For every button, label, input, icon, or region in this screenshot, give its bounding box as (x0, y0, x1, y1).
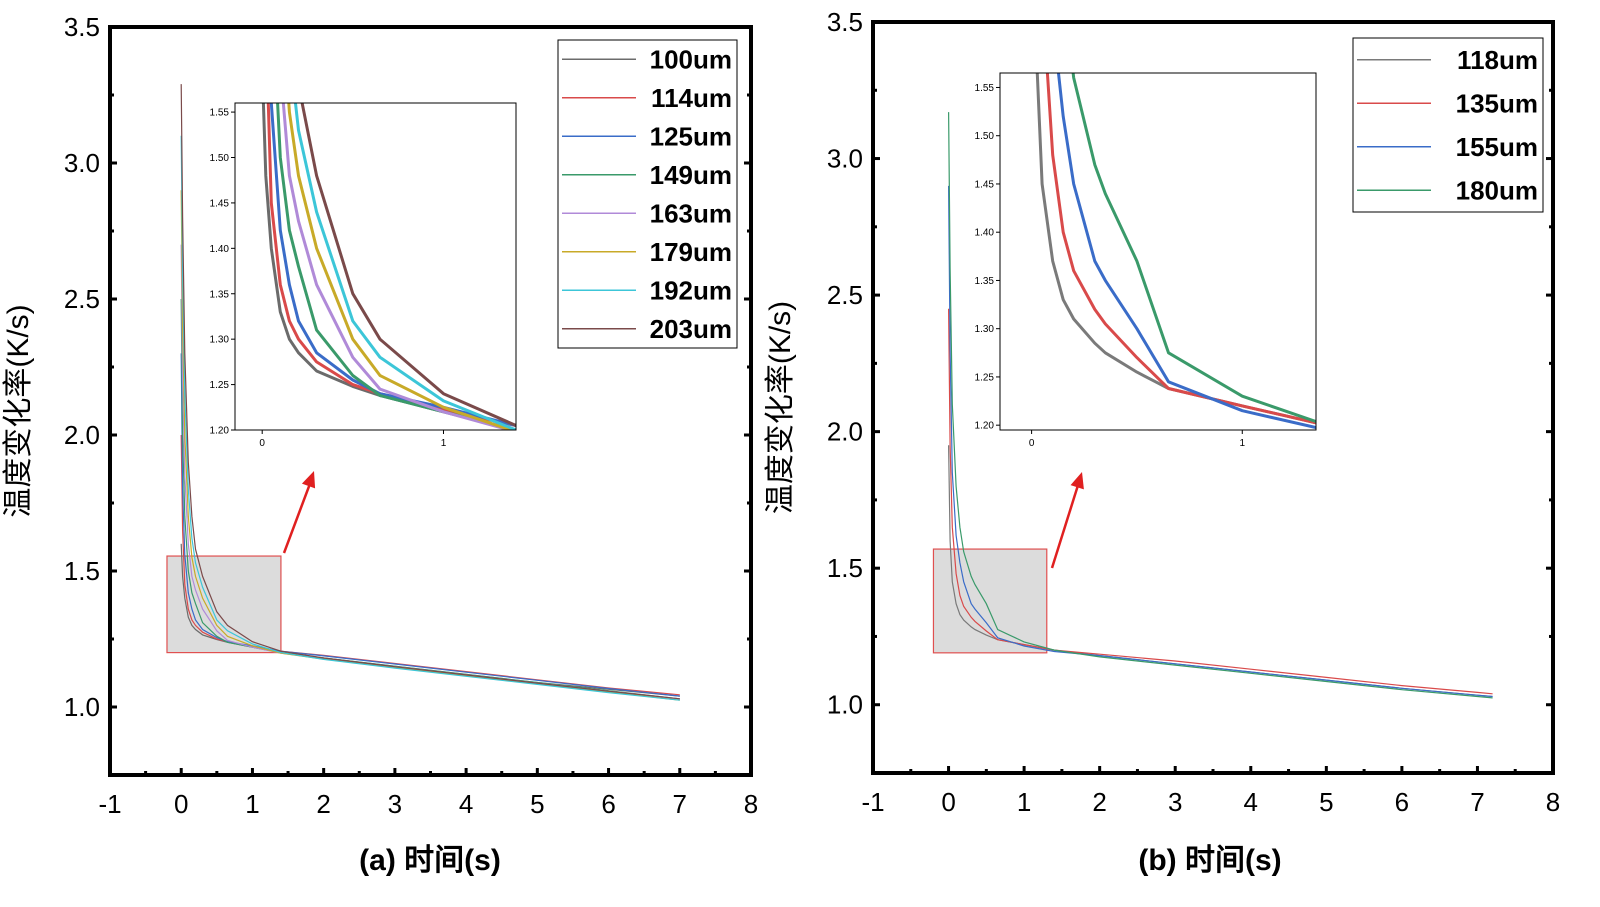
x-tick-label: 8 (744, 789, 758, 819)
x-tick-label: 7 (673, 789, 687, 819)
inset-y-tick-label: 1.35 (210, 289, 230, 300)
y-tick-label: 3.5 (827, 7, 863, 37)
inset-line-180um (1071, 73, 1316, 424)
y-tick-label: 1.0 (827, 690, 863, 720)
inset-line-149um (276, 103, 516, 430)
x-tick-label: 3 (388, 789, 402, 819)
inset-chart: 0 1 1.20 1.25 1.30 1.35 1.40 1.45 1.50 1.55 (975, 72, 1317, 449)
inset-y-tick-label: 1.35 (975, 276, 995, 287)
inset-line-192um (293, 103, 516, 430)
inset-y-tick-label: 1.55 (210, 108, 230, 119)
inset-line-203um (300, 103, 516, 428)
x-tick-label: 4 (1244, 787, 1258, 817)
inset-y-tick-label: 1.20 (975, 421, 995, 432)
inset-y-tick-label: 1.40 (210, 244, 230, 255)
legend-label-118um: 118um (1457, 45, 1538, 75)
x-tick-label: -1 (98, 789, 121, 819)
inset-y-tick-label: 1.40 (975, 228, 995, 239)
legend-label-125um: 125um (650, 121, 732, 151)
legend-label-192um: 192um (650, 275, 732, 305)
y-tick-label: 1.0 (64, 692, 100, 722)
inset-y-tick-label: 1.50 (210, 153, 230, 164)
x-tick-label: 7 (1470, 787, 1484, 817)
inset-y-tick-label: 1.55 (975, 83, 995, 94)
inset-y-tick-label: 1.45 (210, 198, 230, 209)
x-tick-label: -1 (861, 787, 884, 817)
inset-line-163um (281, 103, 516, 430)
legend-label-135um: 135um (1456, 88, 1538, 118)
y-tick-label: 2.0 (64, 420, 100, 450)
inset-y-tick-label: 1.20 (210, 426, 230, 437)
legend-label-114um: 114um (651, 83, 732, 113)
y-tick-label: 1.5 (827, 553, 863, 583)
legend-label-180um: 180um (1456, 175, 1538, 205)
inset-y-tick-label: 1.30 (975, 324, 995, 335)
legend-label-149um: 149um (650, 160, 732, 190)
inset-y-tick-label: 1.25 (975, 372, 995, 383)
chart-panel-a: -1 0 1 2 3 4 5 6 7 8 1.0 1.5 2.0 2.5 3.0 3.5 温度变化率(K/s) (… (2, 12, 758, 877)
x-tick-label: 2 (316, 789, 330, 819)
inset-x-tick-label: 0 (1029, 438, 1035, 449)
x-tick-label: 5 (530, 789, 544, 819)
inset-y-tick-label: 1.30 (210, 335, 230, 346)
inset-x-tick-label: 0 (259, 438, 265, 449)
series-line-192um (180, 135, 680, 701)
x-tick-label: 6 (601, 789, 615, 819)
x-tick-label: 4 (459, 789, 473, 819)
y-tick-label: 3.0 (64, 148, 100, 178)
zoom-arrow (1050, 481, 1081, 569)
zoom-arrow-head (301, 471, 316, 489)
x-axis-label: (a) 时间(s) (359, 844, 501, 877)
x-tick-label: 0 (174, 789, 188, 819)
y-axis-label: 温度变化率(K/s) (764, 301, 797, 514)
inset-chart: 0 1 1.20 1.25 1.30 1.35 1.40 1.45 1.50 1.55 (210, 102, 517, 449)
inset-background (235, 103, 516, 430)
x-tick-label: 6 (1395, 787, 1409, 817)
zoom-region-box (932, 548, 1048, 654)
legend-box (557, 39, 738, 349)
x-tick-label: 5 (1319, 787, 1333, 817)
y-tick-label: 2.0 (827, 417, 863, 447)
inset-x-tick-label: 1 (441, 438, 447, 449)
y-tick-label: 2.5 (64, 284, 100, 314)
inset-frame (999, 72, 1317, 431)
x-tick-label: 2 (1092, 787, 1106, 817)
x-tick-label: 3 (1168, 787, 1182, 817)
y-axis-label: 温度变化率(K/s) (2, 304, 35, 517)
x-tick-label: 8 (1546, 787, 1560, 817)
inset-y-tick-label: 1.45 (975, 179, 995, 190)
series-line-155um (948, 185, 1493, 698)
inset-line-135um (1045, 73, 1316, 425)
legend-label-163um: 163um (650, 198, 732, 228)
y-tick-label: 3.0 (827, 144, 863, 174)
legend-label-179um: 179um (650, 237, 732, 267)
legend-box (1352, 37, 1544, 213)
y-tick-label: 3.5 (64, 12, 100, 42)
inset-line-155um (1056, 73, 1316, 430)
legend-label-155um: 155um (1456, 132, 1538, 162)
zoom-arrow (282, 480, 313, 554)
inset-y-tick-label: 1.25 (210, 380, 230, 391)
inset-frame (234, 102, 517, 431)
y-tick-label: 2.5 (827, 280, 863, 310)
y-tick-label: 1.5 (64, 556, 100, 586)
x-axis-label: (b) 时间(s) (1138, 844, 1281, 877)
series-line-180um (948, 112, 1493, 699)
inset-line-179um (287, 103, 516, 430)
inset-x-tick-label: 1 (1239, 438, 1245, 449)
zoom-arrow-head (1070, 472, 1084, 490)
x-tick-label: 0 (941, 787, 955, 817)
legend-label-100um: 100um (650, 44, 732, 74)
series-line-203um (180, 84, 680, 700)
legend-label-203um: 203um (650, 314, 732, 344)
series-line-135um (948, 308, 1493, 695)
x-tick-label: 1 (245, 789, 259, 819)
chart-panel-b: -1 0 1 2 3 4 5 6 7 8 1.0 1.5 2.0 2.5 3.0 3.5 温度变化率(K/s) (… (764, 7, 1560, 877)
inset-y-tick-label: 1.50 (975, 131, 995, 142)
x-tick-label: 1 (1017, 787, 1031, 817)
